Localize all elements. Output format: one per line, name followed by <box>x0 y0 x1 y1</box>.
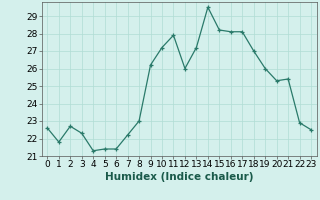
X-axis label: Humidex (Indice chaleur): Humidex (Indice chaleur) <box>105 172 253 182</box>
